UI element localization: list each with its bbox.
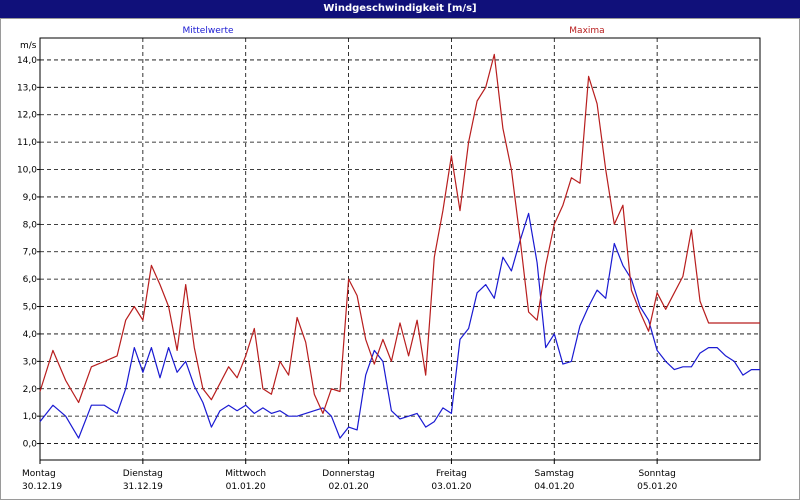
wind-speed-chart: 0,0 1,0 2,0 3,0 4,0 5,0 6,0 7,0 8,0 9,0 10,0 11,0 12… [17,26,761,492]
y-tick-label: 7,0 [23,248,38,258]
y-tick-label: 3,0 [23,357,38,367]
y-tick-label: 8,0 [23,220,38,230]
y-tick-label: 9,0 [23,193,38,203]
plot-area [39,37,761,461]
x-tick-label: Donnerstag 02.01.20 [322,469,375,492]
window-title: Windgeschwindigkeit [m/s] [0,0,800,18]
y-tick-label: 13,0 [17,83,37,93]
x-tick-date: 02.01.20 [329,482,369,492]
y-tick-label: 11,0 [17,138,37,148]
y-tick-label: 5,0 [23,303,38,313]
x-tick-label: Freitag 03.01.20 [431,469,471,492]
y-axis-ticks: 0,0 1,0 2,0 3,0 4,0 5,0 6,0 7,0 8,0 9,0 10,0 11,0 12… [17,56,40,450]
x-tick-date: 05.01.20 [637,482,677,492]
x-tick-date: 03.01.20 [431,482,471,492]
x-tick-date: 01.01.20 [226,482,266,492]
x-tick-date: 30.12.19 [22,482,62,492]
x-tick-label: Dienstag 31.12.19 [123,469,163,492]
x-tick-label: Mittwoch 01.01.20 [225,469,266,492]
x-tick-label: Montag 30.12.19 [22,469,62,492]
y-tick-label: 12,0 [17,111,37,121]
y-tick-label: 1,0 [23,412,38,422]
chart-frame [0,18,800,500]
plot-border [39,37,761,461]
x-axis-ticks: Montag 30.12.19 Dienstag 31.12.19 Mittwoch 01… [22,460,677,492]
y-tick-label: 2,0 [23,385,38,395]
y-tick-label: 4,0 [23,330,38,340]
x-tick-day: Mittwoch [225,469,266,479]
series-lines [39,53,760,439]
x-tick-day: Montag [22,469,56,479]
series-line-maxima [39,53,760,414]
x-tick-day: Donnerstag [322,469,375,479]
y-tick-label: 14,0 [17,56,37,66]
x-tick-label: Samstag 04.01.20 [534,469,574,492]
y-tick-label: 0,0 [23,440,38,450]
series-line-mittelwerte [39,212,760,439]
grid [40,38,760,460]
y-tick-label: 10,0 [17,166,37,176]
x-tick-day: Sonntag [638,469,675,479]
y-axis-unit-label: m/s [20,41,37,51]
y-tick-label: 6,0 [23,275,38,285]
x-tick-date: 31.12.19 [123,482,163,492]
x-tick-label: Sonntag 05.01.20 [637,469,677,492]
legend-maxima: Maxima [569,26,604,36]
x-tick-date: 04.01.20 [534,482,574,492]
legend-mittelwerte: Mittelwerte [182,26,233,36]
x-tick-day: Samstag [535,469,574,479]
x-tick-day: Freitag [436,469,467,479]
x-tick-day: Dienstag [123,469,163,479]
